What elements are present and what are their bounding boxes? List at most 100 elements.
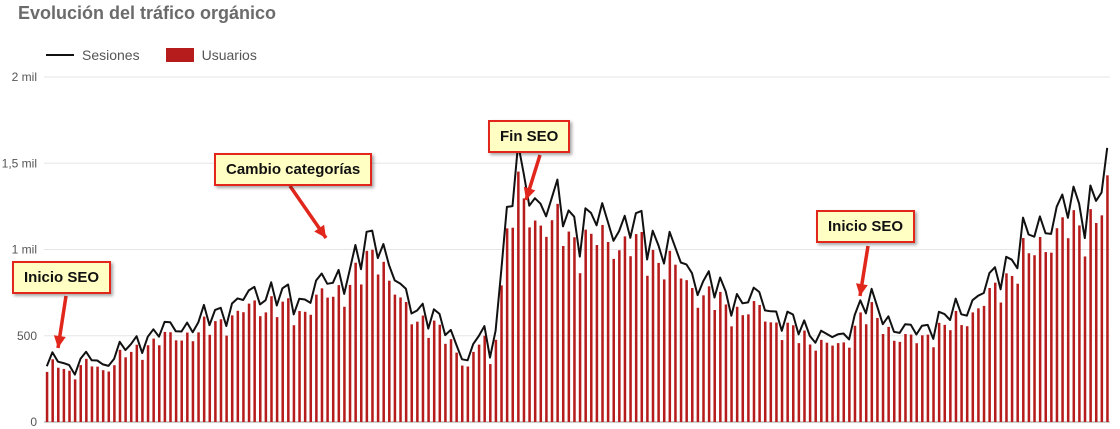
usuarios-bar xyxy=(539,225,543,422)
usuarios-bar xyxy=(719,291,722,422)
usuarios-bar xyxy=(460,365,464,422)
usuarios-bar xyxy=(545,236,548,422)
usuarios-bar xyxy=(303,311,307,422)
usuarios-bar xyxy=(662,279,666,422)
usuarios-bar xyxy=(427,337,430,422)
usuarios-bar xyxy=(814,350,817,422)
usuarios-bar xyxy=(965,326,969,422)
usuarios-bar xyxy=(870,302,874,422)
usuarios-bar xyxy=(208,334,212,422)
usuarios-bar xyxy=(1083,256,1087,422)
annotation-arrows xyxy=(53,154,870,349)
usuarios-bar xyxy=(999,302,1003,422)
usuarios-bar xyxy=(623,236,627,422)
usuarios-bar xyxy=(376,274,380,422)
chart-legend: Sesiones Usuarios xyxy=(46,45,283,65)
annotation-arrow-head xyxy=(855,283,868,296)
usuarios-bar xyxy=(1100,215,1104,422)
usuarios-bar xyxy=(618,250,621,422)
usuarios-bar xyxy=(163,331,167,422)
usuarios-bar xyxy=(135,344,139,422)
usuarios-bar xyxy=(141,359,144,422)
usuarios-bar xyxy=(808,344,812,422)
usuarios-bar xyxy=(359,284,363,422)
usuarios-bar xyxy=(399,297,402,422)
usuarios-bar xyxy=(943,324,947,422)
sesiones-line-path xyxy=(45,142,1109,376)
usuarios-bar xyxy=(747,314,750,422)
y-tick-label: 1 mil xyxy=(12,243,37,257)
usuarios-bar xyxy=(259,316,262,422)
usuarios-bar xyxy=(455,352,458,422)
legend-line-swatch xyxy=(46,54,74,56)
usuarios-bar xyxy=(584,229,587,422)
y-axis-labels: 0 500 1 mil 1,5 mil 2 mil xyxy=(2,70,38,429)
usuarios-bar xyxy=(926,334,930,422)
usuarios-bar xyxy=(1066,238,1070,422)
y-tick-label: 500 xyxy=(17,329,37,343)
usuarios-bar xyxy=(1078,225,1081,422)
usuarios-bar xyxy=(898,341,902,422)
usuarios-bar xyxy=(129,351,133,422)
usuarios-bar xyxy=(932,347,935,422)
usuarios-bar xyxy=(853,325,857,422)
usuarios-bar xyxy=(1050,252,1053,422)
usuarios-bar xyxy=(343,306,346,422)
usuarios-bar xyxy=(511,227,515,422)
usuarios-bar xyxy=(954,310,958,422)
annotation-arrow-head xyxy=(314,224,326,238)
usuarios-bar xyxy=(1010,275,1014,422)
usuarios-bar xyxy=(1027,253,1031,422)
usuarios-bar xyxy=(595,245,599,422)
usuarios-bar xyxy=(432,320,436,422)
usuarios-bar xyxy=(590,233,593,422)
usuarios-bar xyxy=(713,309,716,422)
usuarios-bar xyxy=(270,296,273,422)
usuarios-bar xyxy=(202,316,206,422)
usuarios-bar xyxy=(444,343,447,422)
usuarios-bar xyxy=(780,340,784,422)
usuarios-bar xyxy=(1106,175,1109,422)
usuarios-bar xyxy=(292,325,296,422)
usuarios-bar xyxy=(382,261,385,422)
usuarios-bar xyxy=(1072,210,1076,422)
annotation-cambio-categorias: Cambio categorías xyxy=(214,153,373,186)
usuarios-bar xyxy=(691,288,694,422)
usuarios-bar xyxy=(634,234,638,422)
usuarios-bar xyxy=(836,343,840,422)
usuarios-bar xyxy=(79,365,82,422)
usuarios-bar xyxy=(124,357,127,422)
usuarios-bar xyxy=(685,280,688,422)
usuarios-bar xyxy=(45,371,49,422)
usuarios-bar xyxy=(1094,223,1098,422)
usuarios-bar xyxy=(904,334,907,422)
usuarios-bar xyxy=(152,338,155,422)
usuarios-bar xyxy=(264,312,268,422)
usuarios-bar xyxy=(573,237,576,422)
usuarios-bar xyxy=(517,171,520,422)
legend-item-sesiones[interactable]: Sesiones xyxy=(46,47,140,63)
usuarios-bar xyxy=(1005,273,1008,422)
usuarios-bar xyxy=(982,305,986,422)
usuarios-bar xyxy=(612,258,615,422)
y-tick-label: 1,5 mil xyxy=(2,156,37,170)
y-tick-label: 2 mil xyxy=(12,70,37,84)
usuarios-bar xyxy=(752,301,756,422)
usuarios-bar xyxy=(505,228,509,422)
usuarios-bar xyxy=(416,321,419,422)
legend-item-usuarios[interactable]: Usuarios xyxy=(165,47,257,63)
usuarios-bar xyxy=(550,220,554,422)
usuarios-bar xyxy=(242,312,245,422)
usuarios-bars xyxy=(45,171,1109,422)
usuarios-bar xyxy=(57,367,60,422)
usuarios-bar xyxy=(864,324,868,422)
usuarios-bar xyxy=(96,366,99,422)
usuarios-bar xyxy=(309,314,313,422)
usuarios-bar xyxy=(640,231,644,422)
usuarios-bar xyxy=(107,371,111,422)
usuarios-bar xyxy=(489,364,492,422)
usuarios-bar xyxy=(1022,238,1025,422)
usuarios-bar xyxy=(831,345,834,422)
usuarios-bar xyxy=(937,322,941,422)
usuarios-bar xyxy=(696,307,700,422)
